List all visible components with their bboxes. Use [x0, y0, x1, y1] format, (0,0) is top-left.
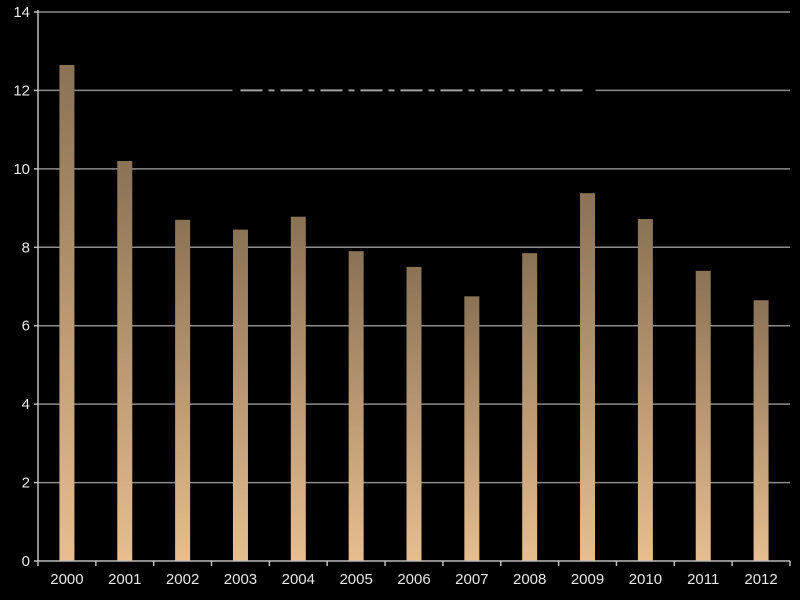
x-tick-label: 2003	[224, 571, 257, 588]
axes	[34, 10, 791, 566]
x-tick-label: 2006	[397, 571, 430, 588]
bar-2002	[175, 219, 191, 562]
bar-2000	[59, 64, 75, 562]
x-tick-label: 2005	[339, 571, 372, 588]
bar-2011	[695, 270, 711, 561]
x-tick-labels: 2000 2001 2002 2003 2004 2005 2006 2007 2008 2009…	[50, 571, 778, 588]
bar-2007	[464, 296, 480, 561]
y-tick-label: 6	[22, 318, 30, 335]
x-tick-label: 2011	[687, 571, 719, 588]
bar-2009	[580, 193, 596, 562]
y-tick-label: 8	[22, 239, 30, 256]
x-tick-label: 2008	[513, 571, 546, 588]
bars	[59, 64, 769, 562]
x-tick-label: 2012	[744, 571, 777, 588]
bar-2005	[348, 251, 364, 561]
y-tick-labels: 0 2 4 6 8 10 12 14	[13, 4, 30, 570]
x-tick-label: 2010	[629, 571, 662, 588]
x-tick-label: 2009	[571, 571, 604, 588]
x-tick-label: 2004	[282, 571, 315, 588]
bar-2001	[117, 161, 133, 561]
y-tick-label: 12	[13, 82, 30, 99]
bar-2010	[637, 219, 653, 561]
y-tick-label: 14	[13, 4, 30, 21]
y-tick-label: 2	[22, 475, 30, 492]
bar-2006	[406, 266, 422, 561]
y-tick-label: 10	[13, 161, 30, 178]
bar-2003	[232, 229, 248, 561]
y-tick-label: 4	[22, 396, 30, 413]
y-tick-label: 0	[22, 553, 30, 570]
x-tick-label: 2007	[455, 571, 488, 588]
bar-2004	[290, 216, 306, 561]
bar-2012	[753, 300, 769, 561]
x-tick-label: 2001	[108, 571, 141, 588]
x-tick-label: 2002	[166, 571, 199, 588]
x-tick-label: 2000	[50, 571, 83, 588]
bar-2008	[522, 253, 538, 562]
